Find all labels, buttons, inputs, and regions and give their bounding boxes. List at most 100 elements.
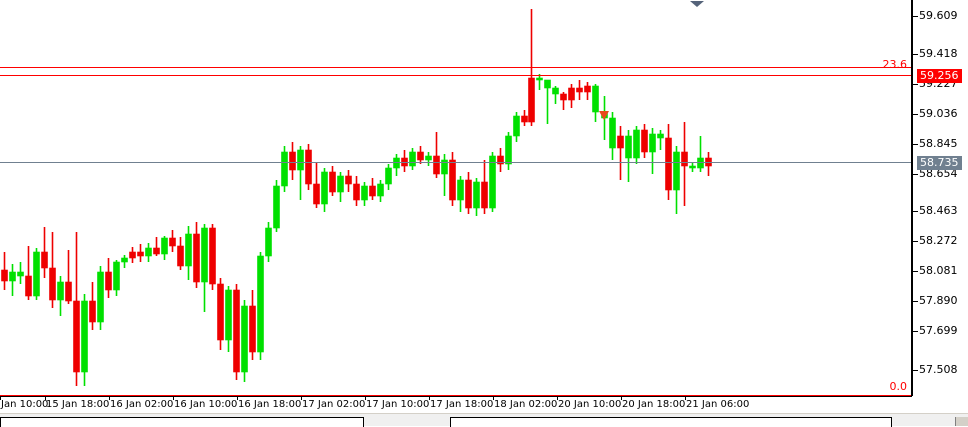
candlestick [505, 132, 512, 170]
candlestick [153, 237, 160, 256]
candlestick [513, 112, 520, 142]
candle-body [169, 237, 176, 247]
top-chart-marker-icon [690, 1, 704, 7]
candle-body [521, 115, 528, 123]
price-axis-tick: 57.890 [913, 295, 958, 306]
candle-body [497, 155, 504, 165]
candle-body [536, 77, 543, 81]
time-axis[interactable]: Jan 10:00 15 Jan 18:00 16 Jan 02:00 16 Jan … [0, 396, 912, 413]
candlestick [81, 294, 88, 386]
price-axis-tick-label: 58.081 [919, 264, 958, 277]
candle-body [505, 135, 512, 165]
chart-window-tab-1[interactable] [0, 417, 364, 427]
candlestick [457, 176, 464, 212]
time-axis-tick-label: 18 Jan 02:00 [494, 399, 558, 410]
last-price-line[interactable] [0, 162, 912, 163]
bottom-window-strip [0, 413, 968, 427]
price-axis[interactable]: 59.609 59.418 59.227 59.036 58.845 58.654 58.4… [913, 0, 968, 396]
scrollbar-nub[interactable] [955, 417, 968, 426]
candlestick [89, 282, 96, 330]
candlestick [641, 124, 648, 158]
candlestick [633, 126, 640, 164]
candlestick [649, 128, 656, 174]
candle-body [681, 151, 688, 167]
time-axis-tick-label: 17 Jan 02:00 [302, 399, 366, 410]
price-axis-divider [911, 0, 913, 396]
candlestick [169, 230, 176, 252]
candle-body [393, 157, 400, 169]
candlestick [536, 74, 543, 90]
strip-top-divider [0, 413, 968, 414]
candlestick [57, 276, 64, 316]
candle-body [449, 159, 456, 201]
candle-body [481, 181, 488, 209]
candle-body [113, 261, 120, 291]
candlestick [321, 168, 328, 212]
candle-body [441, 159, 448, 175]
candle-body [201, 227, 208, 283]
candlestick [137, 244, 144, 262]
price-axis-tick: 58.463 [913, 205, 958, 216]
candlestick [385, 164, 392, 190]
candlestick [609, 112, 616, 160]
candle-body [265, 227, 272, 257]
price-axis-tick-label: 58.272 [919, 234, 958, 247]
candlestick [497, 148, 504, 172]
candlestick [409, 148, 416, 170]
candlestick [361, 182, 368, 206]
tick-mark-icon [913, 369, 918, 371]
tick-mark-icon [913, 270, 918, 272]
candle-body [649, 133, 656, 153]
candle-body [673, 151, 680, 191]
price-axis-tick: 58.272 [913, 235, 958, 246]
candlestick [657, 130, 664, 150]
tick-mark-icon [685, 396, 686, 400]
price-axis-tick-label: 59.036 [919, 107, 958, 120]
candlestick [73, 232, 80, 386]
candlestick [201, 224, 208, 312]
candle-body [233, 289, 240, 373]
candlestick [433, 132, 440, 178]
candle-body [473, 181, 480, 209]
tick-mark-icon [109, 396, 110, 400]
candle-body [17, 271, 24, 277]
candle-body [73, 300, 80, 373]
bid-price-line[interactable] [0, 75, 912, 76]
candle-body [321, 171, 328, 205]
candle-body [385, 167, 392, 185]
price-chart-plot-area[interactable] [0, 0, 912, 396]
time-axis-tick-label: 20 Jan 10:00 [558, 399, 622, 410]
candlestick [17, 262, 24, 284]
candlestick [617, 126, 624, 180]
candlestick [297, 146, 304, 200]
candle-body [576, 87, 583, 93]
bid-price-tag[interactable]: 59.256 [917, 69, 962, 83]
candle-body [361, 185, 368, 201]
candlestick [97, 266, 104, 330]
candle-body [544, 79, 551, 89]
candle-body [57, 281, 64, 301]
candlestick [425, 152, 432, 166]
candle-body [129, 251, 136, 259]
candlestick [544, 79, 551, 124]
candlestick [9, 264, 16, 296]
candlestick [121, 255, 128, 268]
candlestick [353, 176, 360, 206]
candle-body [417, 151, 424, 161]
last-price-tag[interactable]: 58.735 [917, 156, 962, 170]
candlestick [1, 252, 8, 290]
fib-236-line[interactable] [0, 67, 912, 68]
chart-window-tab-2[interactable] [450, 417, 892, 427]
candlestick [265, 222, 272, 262]
price-axis-tick-label: 57.508 [919, 363, 958, 376]
candlestick [552, 86, 559, 104]
price-axis-tick-label: 59.609 [919, 9, 958, 22]
price-axis-tick-label: 58.463 [919, 204, 958, 217]
candle-body [584, 85, 591, 93]
candlestick [369, 178, 376, 200]
candlestick [273, 180, 280, 232]
candlestick [145, 243, 152, 262]
tick-mark-icon [493, 396, 494, 400]
time-axis-tick-label: 16 Jan 18:00 [238, 399, 302, 410]
